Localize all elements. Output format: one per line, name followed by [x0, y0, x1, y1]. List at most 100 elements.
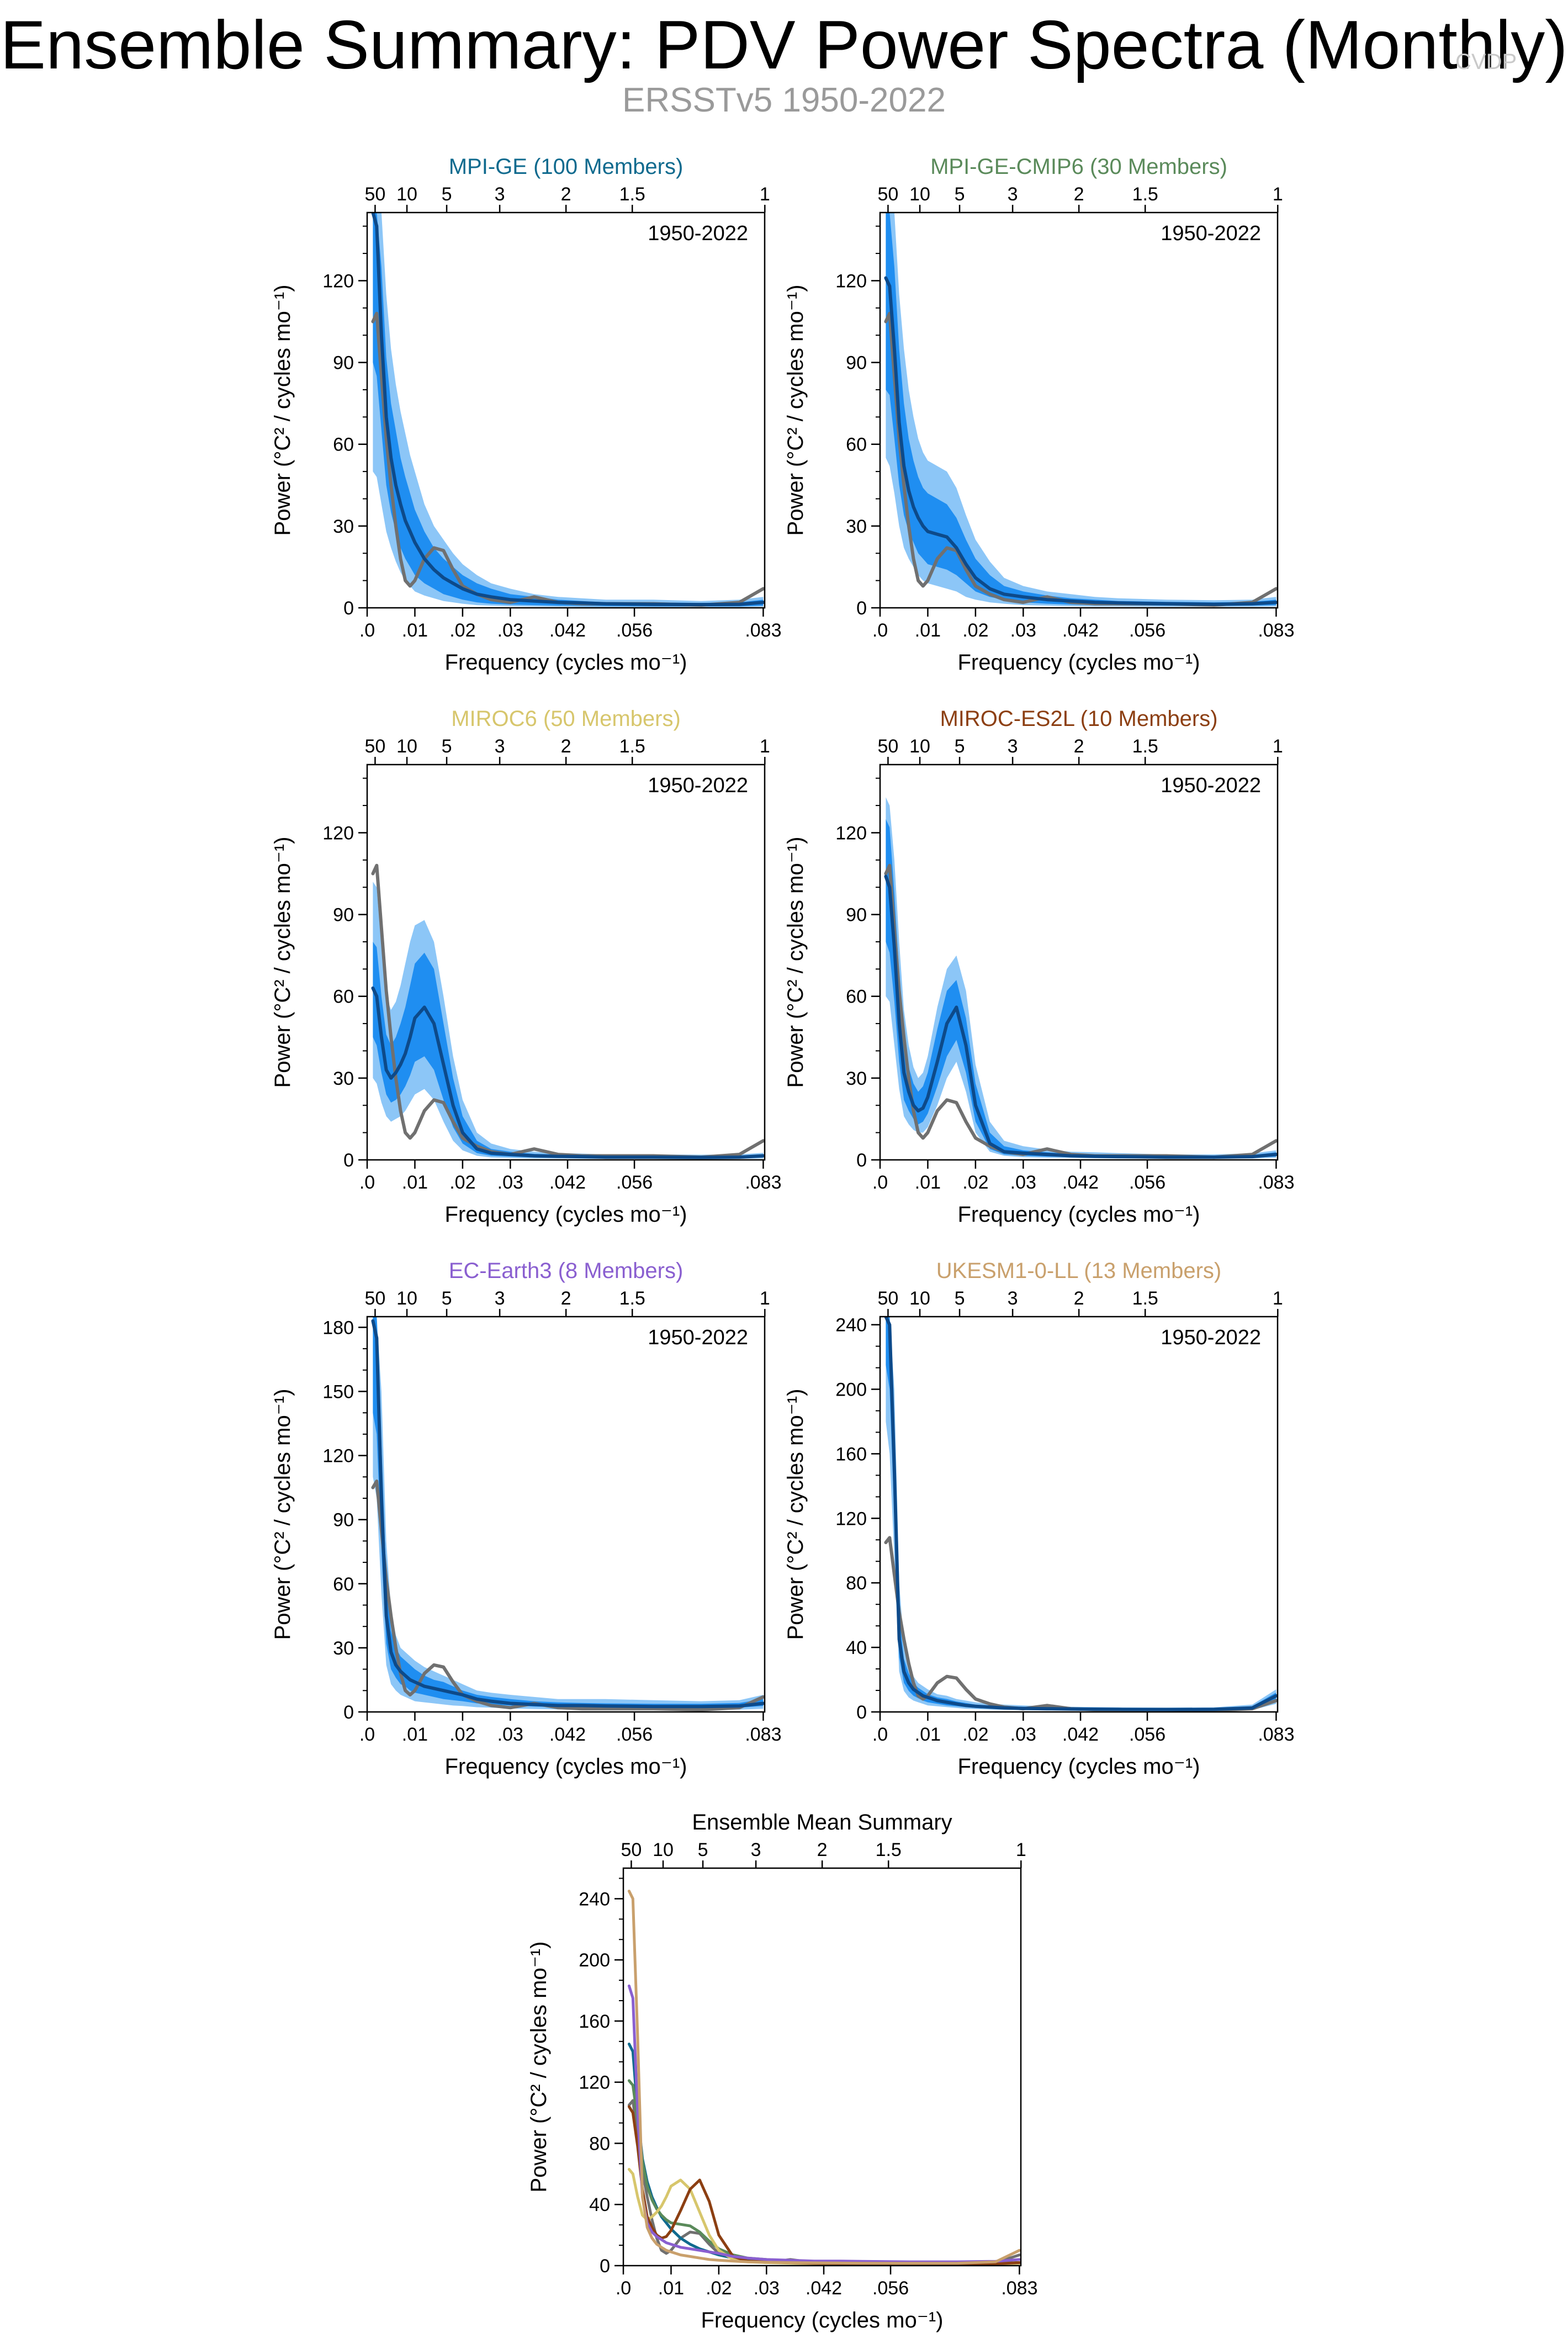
x-tick-label: .0	[872, 620, 888, 641]
plot-area	[884, 797, 1278, 1159]
inner-range-band	[886, 1317, 1276, 1711]
y-tick-label: 240	[835, 1315, 867, 1336]
top-tick-label: 1.5	[1132, 184, 1158, 205]
plot-area	[627, 1890, 1021, 2266]
ensemble-mean-line	[884, 874, 1278, 1159]
plot-area	[884, 1317, 1278, 1712]
x-tick-label: .01	[402, 620, 428, 641]
y-tick-label: 0	[343, 598, 354, 619]
top-tick-label: 1	[1273, 736, 1283, 757]
top-tick-label: 5	[442, 736, 452, 757]
x-tick-label: .083	[745, 1724, 781, 1745]
y-tick-label: 60	[333, 434, 354, 455]
x-tick-label: .0	[872, 1724, 888, 1745]
chart-panel-3: 0 30 60 90 120 .0 .01 .02 .03 .042 .056 .083 50 10 5 3 2…	[271, 707, 782, 1227]
x-tick-label: .02	[962, 1172, 988, 1193]
x-tick-label: .056	[616, 1724, 653, 1745]
x-tick-label: .0	[359, 620, 375, 641]
chart-panel-1: 0 30 60 90 120 .0 .01 .02 .03 .042 .056 .083 50 10 5 3 2…	[271, 155, 782, 675]
x-tick-label: .056	[1129, 1172, 1166, 1193]
panel-title: MPI-GE (100 Members)	[449, 155, 684, 179]
summary-line-mpi-ge	[627, 2043, 1021, 2266]
chart-panel-4: 0 30 60 90 120 .0 .01 .02 .03 .042 .056 .083 50 10 5 3 2…	[783, 707, 1295, 1227]
y-tick-label: 30	[333, 516, 354, 537]
x-axis-label: Frequency (cycles mo⁻¹)	[701, 2308, 944, 2332]
x-tick-label: .056	[872, 2278, 909, 2299]
top-tick-label: 50	[877, 736, 898, 757]
top-tick-label: 5	[955, 184, 965, 205]
y-tick-label: 30	[846, 1068, 867, 1089]
panel-title: MIROC-ES2L (10 Members)	[940, 707, 1217, 731]
top-tick-label: 1.5	[619, 184, 645, 205]
plot-frame	[366, 1316, 766, 1713]
ensemble-mean-line	[371, 213, 765, 607]
period-label: 1950-2022	[648, 222, 748, 245]
x-tick-label: .0	[616, 2278, 631, 2299]
y-tick-label: 30	[846, 516, 867, 537]
period-label: 1950-2022	[1161, 222, 1261, 245]
x-axis-label: Frequency (cycles mo⁻¹)	[958, 1754, 1200, 1779]
y-tick-label: 120	[322, 823, 354, 844]
observed-spectrum-line	[884, 1536, 1278, 1712]
x-tick-label: .0	[359, 1172, 375, 1193]
x-tick-label: .083	[1001, 2278, 1037, 2299]
x-tick-label: .02	[962, 1724, 988, 1745]
y-tick-label: 30	[333, 1068, 354, 1089]
y-tick-label: 200	[579, 1950, 610, 1971]
top-tick-label: 5	[955, 736, 965, 757]
panel-title: UKESM1-0-LL (13 Members)	[936, 1259, 1221, 1283]
chart-panel-5: 0306090120150180.0.01.02.03.042.056.0835…	[271, 1259, 782, 1779]
x-tick-label: .056	[616, 1172, 653, 1193]
top-tick-label: 2	[817, 1839, 828, 1860]
top-tick-label: 2	[1074, 736, 1084, 757]
x-tick-label: .01	[915, 620, 941, 641]
x-tick-label: .02	[449, 620, 475, 641]
inner-range-band	[373, 1317, 764, 1708]
y-tick-label: 160	[835, 1444, 867, 1465]
x-tick-label: .042	[1062, 1724, 1099, 1745]
y-tick-label: 80	[846, 1573, 867, 1594]
top-tick-label: 1.5	[619, 1288, 645, 1309]
top-tick-label: 50	[877, 184, 898, 205]
y-axis-label: Power (°C² / cycles mo⁻¹)	[783, 1389, 808, 1640]
top-tick-label: 1.5	[1132, 736, 1158, 757]
x-tick-label: .042	[1062, 620, 1099, 641]
summary-line-ukesm1-0-ll	[627, 1890, 1021, 2265]
x-tick-label: .042	[549, 1724, 586, 1745]
y-tick-label: 60	[333, 987, 354, 1008]
chart-panel-7: 0 40 80 120 160 200 240 .0 .01 .02 .03 .042 .056 .083…	[527, 1810, 1038, 2332]
period-label: 1950-2022	[648, 774, 748, 797]
top-tick-label: 3	[1008, 736, 1018, 757]
x-tick-label: .042	[549, 620, 586, 641]
y-tick-label: 90	[333, 353, 354, 374]
y-tick-label: 0	[856, 598, 867, 619]
y-tick-label: 90	[846, 905, 867, 926]
x-tick-label: .03	[754, 2278, 780, 2299]
top-tick-label: 3	[1008, 1288, 1018, 1309]
top-tick-label: 10	[396, 184, 417, 205]
y-tick-label: 200	[835, 1380, 867, 1401]
top-tick-label: 1.5	[876, 1839, 902, 1860]
y-tick-label: 160	[579, 2011, 610, 2032]
x-axis-label: Frequency (cycles mo⁻¹)	[445, 1754, 687, 1779]
y-axis-label: Power (°C² / cycles mo⁻¹)	[271, 1389, 295, 1640]
top-tick-label: 2	[561, 184, 571, 205]
y-tick-label: 30	[333, 1638, 354, 1659]
top-tick-label: 2	[1074, 184, 1084, 205]
x-tick-label: .042	[806, 2278, 842, 2299]
outer-range-band	[886, 797, 1276, 1159]
top-tick-label: 10	[396, 736, 417, 757]
y-tick-label: 90	[333, 1510, 354, 1531]
plot-area	[371, 863, 765, 1159]
inner-range-band	[886, 213, 1276, 606]
panel-title: EC-Earth3 (8 Members)	[449, 1259, 684, 1283]
x-tick-label: .03	[497, 1172, 523, 1193]
summary-line-ec-earth3	[627, 1984, 1021, 2263]
y-tick-label: 90	[333, 905, 354, 926]
x-tick-label: .03	[497, 1724, 523, 1745]
plot-area	[371, 213, 765, 607]
y-tick-label: 40	[846, 1637, 867, 1658]
plot-area	[884, 213, 1278, 607]
period-label: 1950-2022	[1161, 774, 1261, 797]
